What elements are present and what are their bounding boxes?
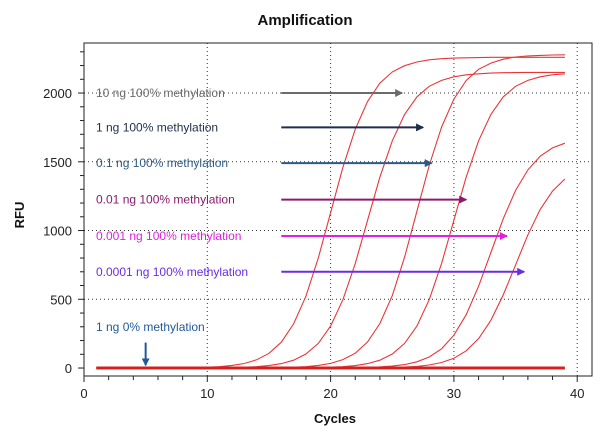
annotation-label: 0.001 ng 100% methylation xyxy=(96,229,241,243)
chart-title: Amplification xyxy=(257,12,352,29)
x-axis-label: Cycles xyxy=(314,411,356,426)
annotation-label: 0.0001 ng 100% methylation xyxy=(96,265,248,279)
x-tick-label: 0 xyxy=(80,386,87,401)
y-tick-label: 1000 xyxy=(43,224,72,239)
y-axis-label: RFU xyxy=(12,202,27,229)
y-tick-label: 1500 xyxy=(43,155,72,170)
annotation-label: 1 ng 0% methylation xyxy=(96,320,205,334)
annotation-label: 1 ng 100% methylation xyxy=(96,120,218,134)
x-tick-label: 10 xyxy=(200,386,214,401)
annotation-label: 0.1 ng 100% methylation xyxy=(96,156,228,170)
y-tick-label: 500 xyxy=(50,292,72,307)
y-tick-label: 0 xyxy=(65,361,72,376)
x-tick-label: 40 xyxy=(570,386,584,401)
y-tick-label: 2000 xyxy=(43,86,72,101)
annotation-label: 10 ng 100% methylation xyxy=(96,86,225,100)
x-tick-label: 20 xyxy=(323,386,337,401)
x-tick-label: 30 xyxy=(447,386,461,401)
plot-frame xyxy=(83,42,593,377)
annotation-label: 0.01 ng 100% methylation xyxy=(96,193,235,207)
